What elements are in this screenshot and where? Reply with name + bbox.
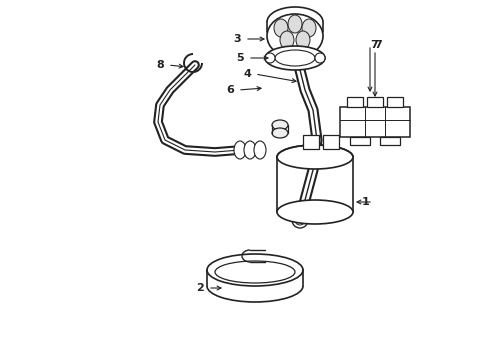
Text: 6: 6 [226, 85, 234, 95]
Ellipse shape [292, 212, 308, 228]
Bar [347, 97, 363, 107]
Ellipse shape [277, 145, 353, 169]
Text: 2: 2 [196, 283, 204, 293]
Bar [303, 135, 319, 149]
Ellipse shape [274, 19, 288, 37]
Ellipse shape [215, 261, 295, 283]
Text: 5: 5 [236, 53, 244, 63]
Ellipse shape [280, 31, 294, 49]
Ellipse shape [275, 50, 315, 66]
Bar [340, 107, 410, 137]
Bar [367, 97, 383, 107]
Bar [380, 137, 400, 145]
Bar [323, 135, 339, 149]
Ellipse shape [272, 120, 288, 130]
Ellipse shape [207, 254, 303, 286]
Text: 7: 7 [370, 40, 378, 50]
Ellipse shape [315, 53, 325, 63]
Ellipse shape [295, 215, 305, 225]
Text: 4: 4 [243, 69, 251, 79]
Ellipse shape [265, 53, 275, 63]
Ellipse shape [267, 14, 323, 58]
Ellipse shape [265, 46, 325, 70]
Ellipse shape [302, 19, 316, 37]
Text: 7: 7 [374, 40, 382, 50]
Text: 8: 8 [156, 60, 164, 70]
Ellipse shape [272, 128, 288, 138]
Ellipse shape [244, 141, 256, 159]
Bar [350, 137, 370, 145]
Ellipse shape [296, 31, 310, 49]
Text: 3: 3 [233, 34, 241, 44]
Ellipse shape [254, 141, 266, 159]
Text: 1: 1 [361, 197, 369, 207]
Ellipse shape [277, 200, 353, 224]
Ellipse shape [234, 141, 246, 159]
Bar [387, 97, 403, 107]
Ellipse shape [288, 15, 302, 33]
